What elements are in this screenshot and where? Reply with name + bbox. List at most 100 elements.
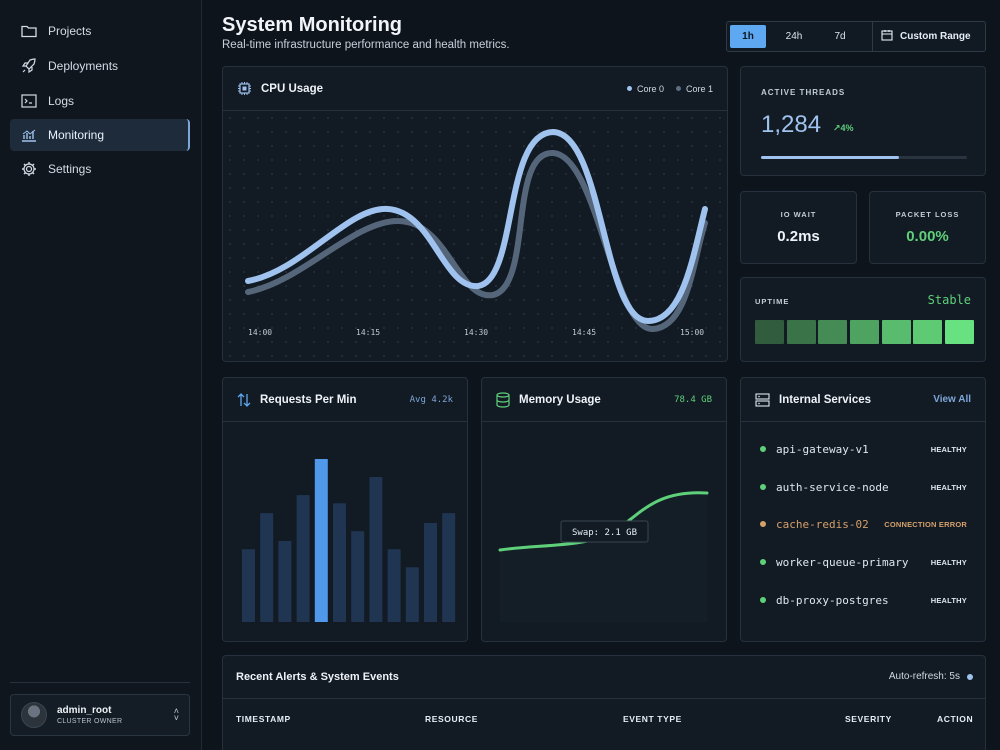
sidebar-item-deployments[interactable]: Deployments — [10, 50, 190, 82]
cpu-card-title: CPU Usage — [261, 82, 323, 95]
sidebar-item-label: Projects — [48, 24, 92, 38]
server-icon — [755, 392, 770, 407]
service-row[interactable]: worker-queue-primary HEALTHY — [760, 554, 967, 570]
service-status-dot — [760, 484, 766, 490]
cpu-chart: 14:00 14:15 14:30 14:45 15:00 — [245, 128, 708, 337]
x-tick-label: 14:00 — [248, 328, 272, 337]
legend-core-0: Core 0 — [626, 84, 664, 94]
packet-loss-card: PACKET LOSS 0.00% — [869, 191, 986, 264]
calendar-icon — [881, 29, 893, 44]
sidebar-item-projects[interactable]: Projects — [10, 15, 190, 47]
requests-bar — [351, 531, 365, 622]
trend-up-icon: ↗ — [833, 123, 841, 133]
sidebar-item-settings[interactable]: Settings — [10, 153, 190, 185]
sidebar-item-monitoring[interactable]: Monitoring — [10, 119, 190, 151]
sidebar-item-logs[interactable]: Logs — [10, 85, 190, 117]
user-role: CLUSTER OWNER — [57, 718, 123, 725]
requests-bar — [278, 541, 292, 622]
requests-bar — [242, 549, 255, 622]
internal-services-card: Internal Services View All api-gateway-v… — [740, 377, 986, 642]
memory-total: 78.4 GB — [674, 394, 712, 405]
service-status: HEALTHY — [930, 557, 967, 567]
requests-bar — [260, 513, 274, 622]
column-header-severity[interactable]: SEVERITY — [845, 714, 892, 724]
service-status: HEALTHY — [930, 444, 967, 454]
uptime-status: Stable — [927, 293, 971, 307]
column-header-action[interactable]: ACTION — [937, 714, 974, 724]
service-status: CONNECTION ERROR — [884, 519, 967, 529]
auto-refresh-label: Auto-refresh: 5s — [888, 671, 960, 682]
x-tick-label: 15:00 — [680, 328, 704, 337]
service-name: db-proxy-postgres — [776, 593, 889, 607]
gear-icon — [20, 160, 38, 178]
events-title: Recent Alerts & System Events — [236, 671, 399, 683]
service-status: HEALTHY — [930, 482, 967, 492]
packet-loss-value: 0.00% — [906, 228, 949, 245]
services-card-title: Internal Services — [779, 393, 872, 406]
service-name: api-gateway-v1 — [776, 442, 869, 456]
requests-per-min-card: Requests Per Min Avg 4.2k — [222, 377, 468, 642]
requests-bar — [369, 477, 383, 622]
avatar — [21, 702, 47, 728]
memory-chart: Swap: 2.1 GB — [498, 491, 709, 622]
user-name: admin_root — [57, 705, 112, 716]
cpu-chart-area: 14:00 14:15 14:30 14:45 15:00 — [223, 111, 727, 361]
service-row[interactable]: api-gateway-v1 HEALTHY — [760, 441, 967, 457]
uptime-segment — [945, 320, 975, 344]
service-status-dot — [760, 521, 766, 527]
column-header-event-type[interactable]: EVENT TYPE — [623, 714, 682, 724]
memory-card-title: Memory Usage — [519, 393, 601, 406]
chart-icon — [20, 126, 38, 144]
uptime-segment — [913, 320, 943, 344]
active-threads-card: ACTIVE THREADS 1,284 ↗4% — [740, 66, 986, 176]
user-switcher[interactable]: admin_root CLUSTER OWNER ˄ ˅ — [10, 694, 190, 736]
page-subtitle: Real-time infrastructure performance and… — [222, 39, 510, 51]
auto-refresh-indicator: Auto-refresh: 5s — [889, 671, 973, 682]
column-header-timestamp[interactable]: TIMESTAMP — [236, 714, 291, 724]
service-row[interactable]: auth-service-node HEALTHY — [760, 479, 967, 495]
terminal-icon — [20, 92, 38, 110]
folder-icon — [20, 22, 38, 40]
view-all-services-link[interactable]: View All — [933, 394, 971, 405]
service-row[interactable]: cache-redis-02 CONNECTION ERROR — [760, 516, 967, 532]
page-title: System Monitoring — [222, 14, 403, 36]
card-header: Requests Per Min Avg 4.2k — [223, 378, 467, 422]
custom-range-button[interactable]: Custom Range — [881, 29, 971, 44]
sidebar-divider — [10, 682, 190, 683]
uptime-bars — [755, 320, 977, 344]
requests-bar — [424, 522, 437, 622]
swap-tooltip: Swap: 2.1 GB — [560, 520, 649, 543]
uptime-label: UPTIME — [755, 297, 790, 306]
sidebar-item-label: Logs — [48, 94, 75, 108]
range-button-24h[interactable]: 24h — [785, 31, 803, 42]
requests-bar — [333, 503, 346, 622]
requests-bar-chart — [242, 459, 456, 622]
events-table-header: TIMESTAMP RESOURCE EVENT TYPE SEVERITY A… — [223, 698, 985, 738]
events-card: Recent Alerts & System Events Auto-refre… — [222, 655, 986, 750]
service-name: worker-queue-primary — [776, 555, 909, 569]
x-tick-label: 14:30 — [464, 328, 488, 337]
requests-bar — [442, 513, 456, 622]
column-header-resource[interactable]: RESOURCE — [425, 714, 478, 724]
x-tick-label: 14:45 — [572, 328, 596, 337]
range-button-1h[interactable]: 1h — [730, 25, 766, 48]
arrows-updown-icon — [237, 392, 251, 408]
database-icon — [496, 391, 510, 408]
service-status-dot — [760, 559, 766, 565]
requests-average: Avg 4.2k — [409, 394, 453, 405]
card-header: Internal Services View All — [741, 378, 985, 422]
active-threads-value: 1,284 — [761, 111, 822, 138]
rocket-icon — [20, 57, 38, 75]
x-tick-label: 14:15 — [356, 328, 380, 337]
requests-bar — [387, 549, 401, 622]
service-status-dot — [760, 446, 766, 452]
uptime-segment — [755, 320, 784, 344]
uptime-segment — [786, 320, 816, 344]
live-dot-icon — [967, 673, 973, 680]
service-row[interactable]: db-proxy-postgres HEALTHY — [760, 592, 967, 608]
service-status-dot — [760, 597, 766, 603]
card-header: CPU Usage Core 0 Core 1 — [223, 67, 727, 111]
chevron-updown-icon: ˄ ˅ — [173, 706, 179, 723]
range-button-7d[interactable]: 7d — [834, 31, 846, 42]
service-status: HEALTHY — [930, 595, 967, 605]
